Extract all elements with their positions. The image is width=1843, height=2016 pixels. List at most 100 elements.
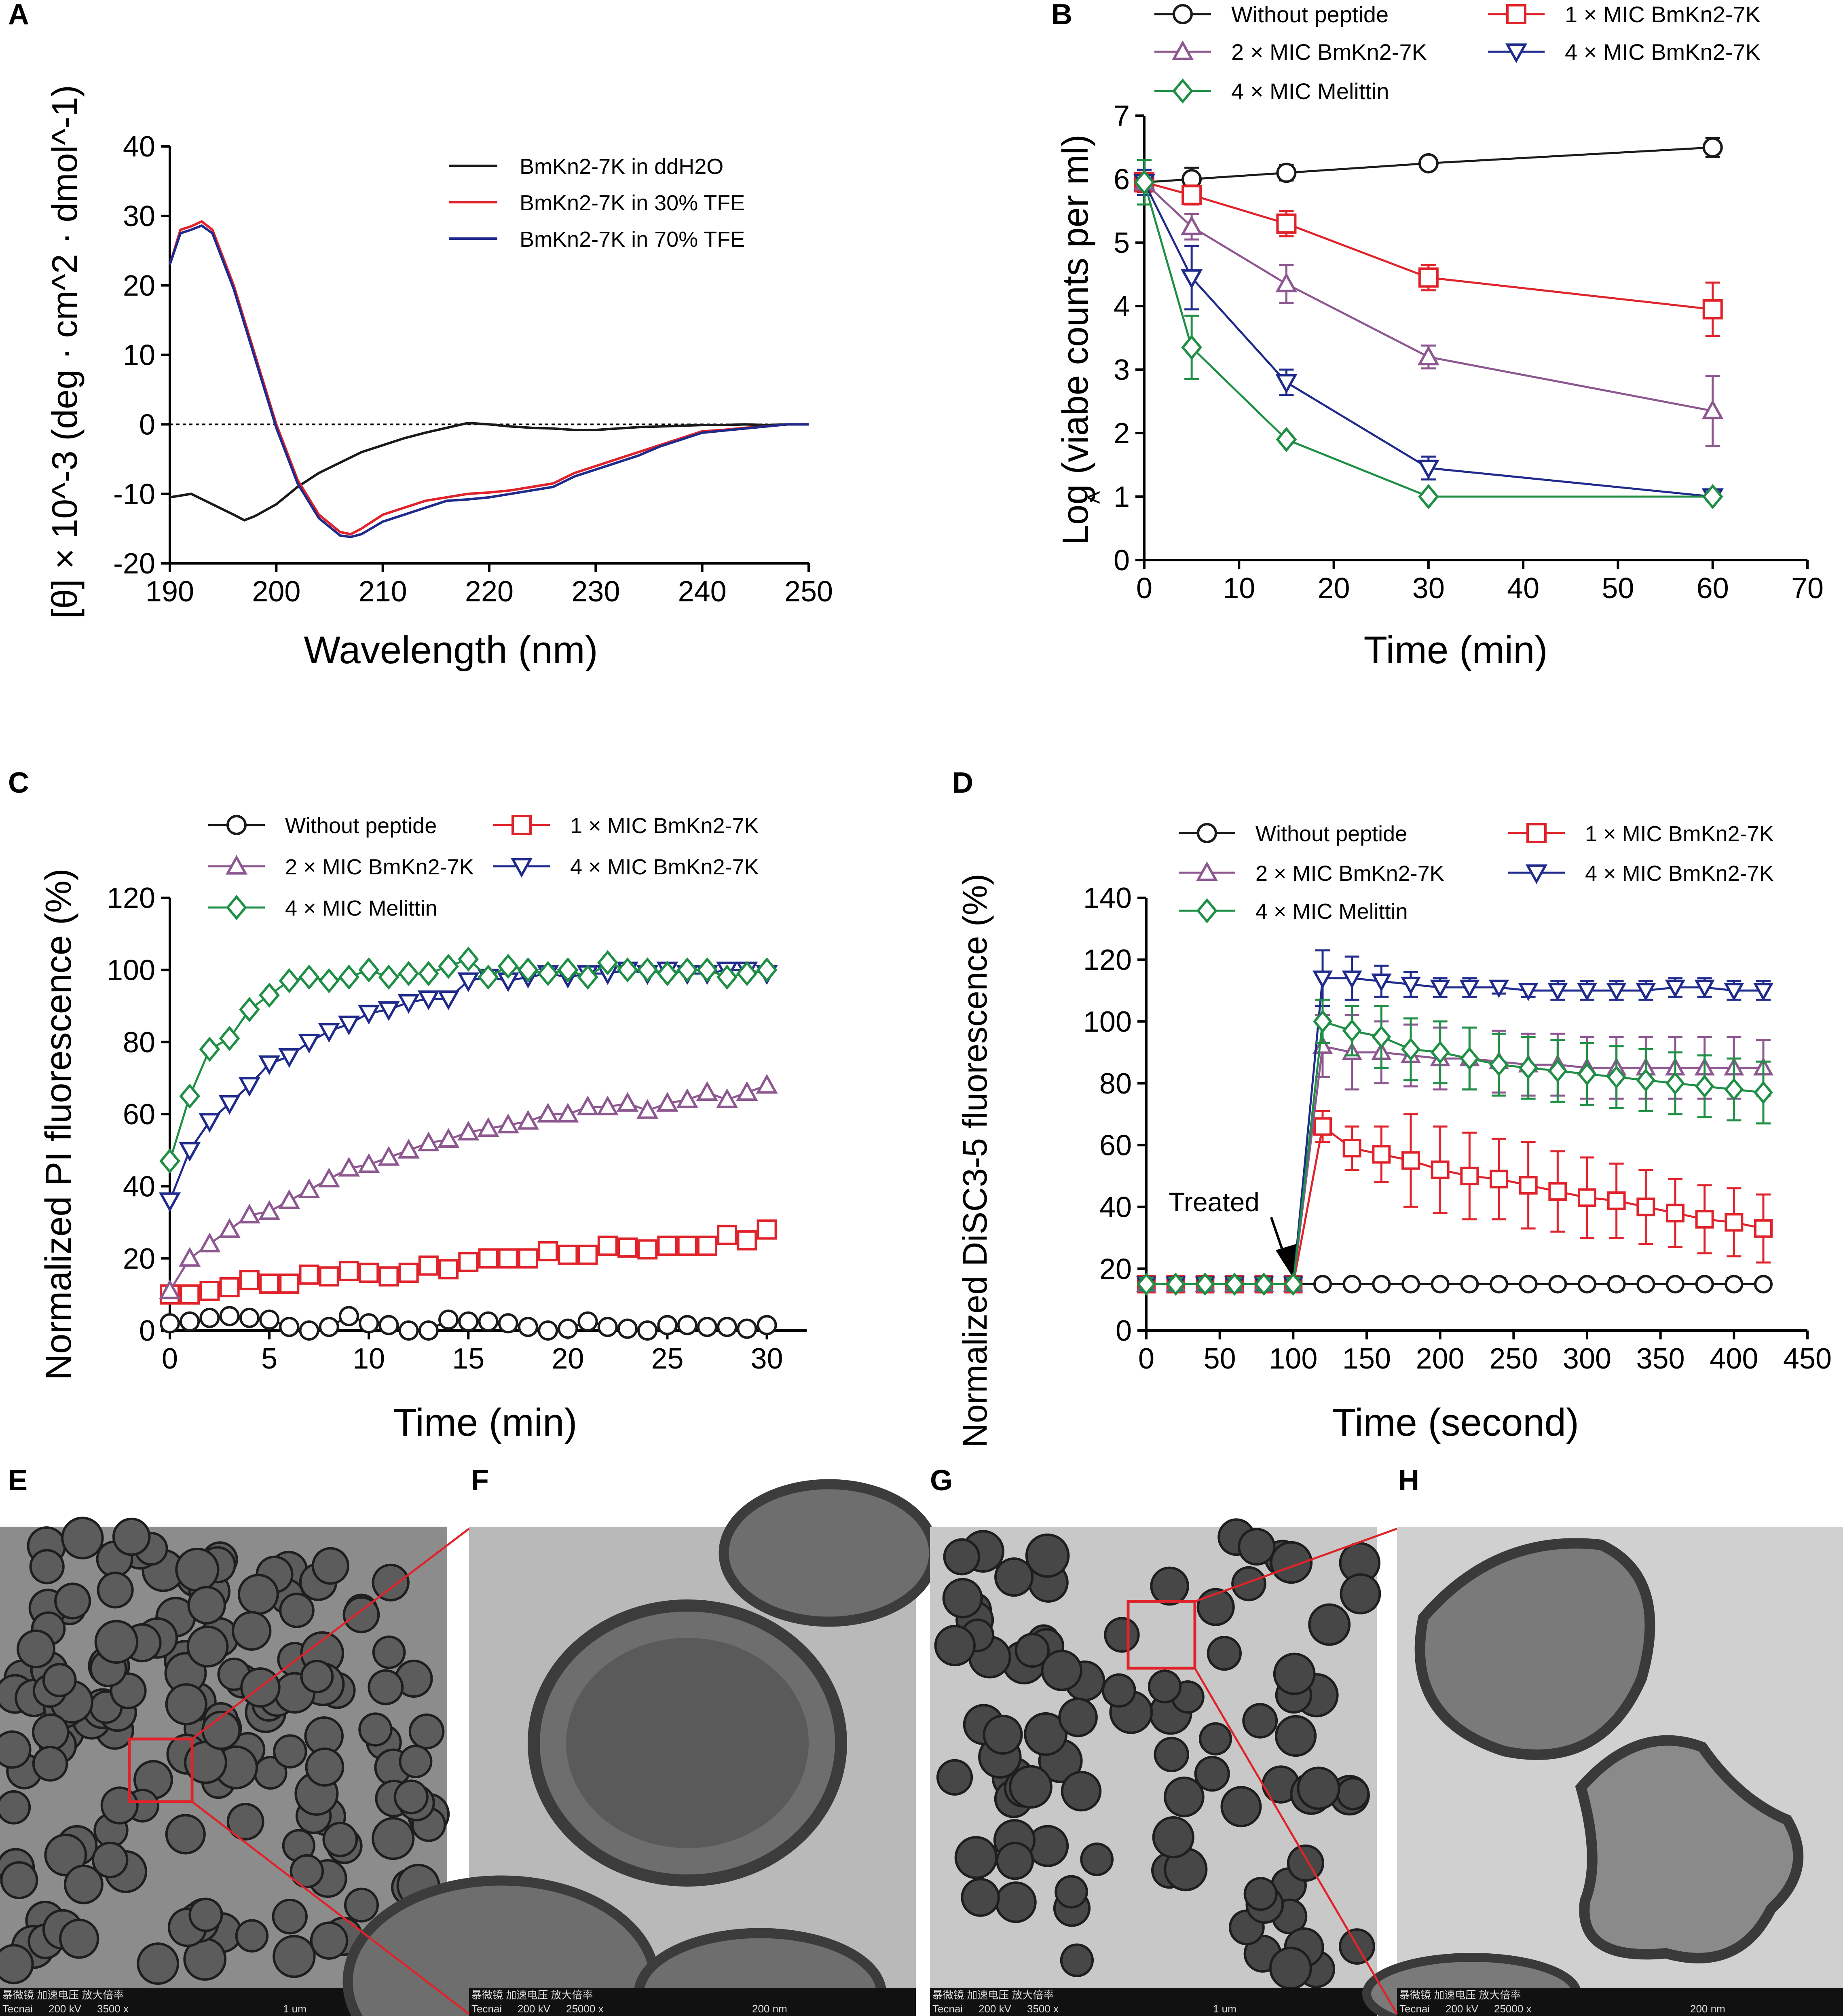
x-tick-label: 220 [465, 575, 514, 608]
data-point [557, 957, 579, 983]
data-point [378, 1146, 400, 1166]
data-point [458, 1311, 479, 1332]
legend-label: Without peptide [285, 814, 437, 838]
data-point [1702, 299, 1723, 319]
data-point [1181, 185, 1202, 205]
bacterial-cell [954, 1836, 998, 1879]
data-point [338, 1015, 360, 1036]
y-tick-label: 20 [123, 270, 155, 302]
legend-label: 4 × MIC Melittin [285, 896, 438, 920]
bacterial-cell [961, 1878, 1000, 1917]
data-point [637, 1239, 658, 1260]
bacterial-cell [32, 1713, 70, 1751]
data-point [558, 1244, 578, 1265]
chart-b-series [1133, 137, 1724, 510]
data-point [278, 1048, 300, 1068]
bacterial-cell [393, 1779, 429, 1815]
legend-label: Without peptide [1255, 822, 1407, 846]
x-tick-label: 60 [1697, 572, 1729, 605]
data-point [677, 1235, 697, 1256]
data-point [656, 1092, 678, 1112]
chart-c-ylabel: Normalized PI fluorescence (%) [38, 868, 79, 1380]
data-point [696, 1081, 719, 1101]
bacterial-cell [372, 1817, 415, 1860]
panel-label-a: A [8, 0, 29, 31]
data-point [537, 961, 559, 986]
data-point [1607, 1191, 1626, 1210]
data-point [358, 957, 380, 983]
series-line [169, 969, 767, 1201]
data-point [398, 1263, 419, 1283]
em-magnification: 3500 x [1027, 2003, 1059, 2015]
legend-label: BmKn2-7K in ddH2O [520, 154, 723, 179]
data-point [1695, 1075, 1714, 1098]
data-point [457, 1121, 480, 1141]
data-point [697, 957, 718, 983]
data-point [538, 1241, 558, 1261]
data-point [1401, 1037, 1420, 1061]
x-tick-label: 0 [1138, 1343, 1154, 1375]
data-point [697, 1235, 717, 1256]
data-point [1754, 1275, 1773, 1294]
bacterial-cell [0, 1944, 34, 1984]
em-scale: 200 nm [752, 2003, 787, 2015]
x-tick-label: 50 [1204, 1343, 1236, 1375]
x-tick-label: 70 [1791, 572, 1824, 605]
data-point [1313, 1275, 1332, 1294]
y-tick-label: 20 [1099, 1253, 1132, 1285]
legend-label: 4 × MIC BmKn2-7K [1565, 39, 1761, 65]
bacterial-cell [1198, 1722, 1232, 1756]
em-magnification: 25000 x [1494, 2003, 1532, 2015]
x-tick-label: 0 [1136, 572, 1152, 605]
data-point [199, 1280, 220, 1301]
data-point [1276, 163, 1297, 183]
data-point [1460, 1275, 1479, 1294]
bacterial-cell [44, 1833, 87, 1876]
bacterial-cell [399, 1745, 433, 1779]
x-tick-label: 190 [146, 575, 194, 608]
em-scale: 1 um [283, 2003, 306, 2015]
y-tick-label: 10 [123, 339, 155, 372]
x-tick-label: 250 [784, 575, 833, 608]
x-tick-label: 200 [252, 575, 300, 608]
data-point [1636, 983, 1656, 1001]
data-point [1505, 43, 1528, 63]
em-panel-h: H 暴微镜 加速电压 放大倍率 Tecnai 200 kV 25000 x 20… [1362, 1464, 1843, 2016]
data-point [1518, 1056, 1538, 1080]
data-point [258, 1200, 281, 1220]
data-point [1342, 1019, 1362, 1043]
x-tick-label: 20 [552, 1343, 584, 1375]
series-line [1143, 182, 1713, 498]
data-point [1417, 459, 1439, 480]
y-tick-label: 60 [123, 1098, 155, 1131]
data-point [538, 1320, 558, 1341]
bacterial-cell [310, 1921, 349, 1960]
data-point [1342, 1275, 1361, 1294]
x-tick-label: 100 [1269, 1343, 1317, 1375]
data-point [1195, 1272, 1215, 1296]
x-tick-label: 350 [1636, 1343, 1685, 1375]
x-tick-label: 450 [1783, 1343, 1832, 1375]
bacterial-cell [137, 1942, 180, 1985]
data-point [1134, 169, 1155, 195]
x-tick-label: 400 [1710, 1343, 1758, 1375]
data-point [378, 1266, 399, 1287]
bacterial-cell [1207, 1636, 1242, 1671]
data-point [278, 1189, 300, 1209]
cell-core [566, 1638, 809, 1848]
data-point [378, 965, 399, 990]
bacterial-cell [1014, 1633, 1050, 1668]
data-point [1342, 970, 1362, 989]
data-point [160, 1313, 180, 1334]
bacterial-cell [100, 1786, 139, 1825]
series-triangle-down [159, 961, 778, 1212]
data-point [1197, 823, 1217, 843]
em-voltage: 200 kV [518, 2003, 551, 2015]
y-tick-label: 0 [139, 409, 155, 441]
data-point [438, 1259, 459, 1280]
data-point [378, 1315, 399, 1335]
data-point [218, 1218, 241, 1238]
data-point [1725, 1275, 1744, 1294]
chart-c-legend: Without peptide 1 × MIC BmKn2-7K 2 × MIC B… [208, 814, 759, 920]
data-point [498, 1313, 518, 1334]
